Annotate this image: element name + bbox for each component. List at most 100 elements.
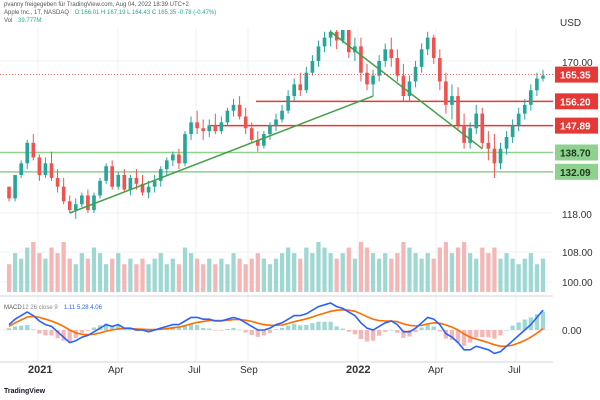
macd-histogram-bar — [91, 327, 97, 330]
time-label-2022: 2022 — [346, 364, 370, 376]
candle-body — [49, 163, 54, 178]
macd-histogram-bar — [449, 330, 455, 341]
candle-body — [146, 186, 151, 193]
candle-body — [425, 37, 430, 50]
macd-histogram-bar — [461, 330, 467, 346]
volume-bar — [158, 253, 163, 292]
macd-histogram-bar — [389, 330, 394, 331]
symbol-name: Apple Inc., 1T, NASDAQ — [4, 10, 70, 16]
volume-bar — [67, 258, 72, 292]
volume-bar — [225, 264, 230, 292]
candle-body — [237, 104, 242, 117]
volume-bar — [468, 253, 473, 292]
price-tick-118: 118.00 — [562, 210, 592, 221]
volume-bar — [516, 264, 521, 292]
macd-histogram-bar — [504, 330, 509, 331]
macd-histogram-bar — [219, 330, 224, 331]
macd-histogram-bar — [328, 321, 333, 330]
volume-bar — [413, 253, 418, 292]
volume-bar — [358, 242, 364, 292]
macd-histogram-bar — [340, 328, 345, 330]
volume-bar — [19, 258, 24, 292]
volume-bar — [310, 253, 315, 292]
candle-body — [140, 183, 145, 193]
candle-body — [407, 81, 412, 97]
macd-label: MACD — [4, 305, 22, 311]
grid — [0, 28, 553, 363]
volume-bar — [261, 258, 266, 292]
candle-body — [450, 96, 454, 105]
macd-histogram-bar — [358, 330, 364, 339]
volume-bar — [110, 258, 115, 292]
candle-body — [122, 175, 127, 190]
volume-bar — [522, 258, 527, 292]
candle-body — [43, 163, 48, 175]
macd-histogram-bar — [213, 330, 218, 331]
downtrend-line[interactable] — [330, 31, 483, 150]
macd-histogram-bar — [103, 323, 109, 330]
volume-bar — [443, 242, 449, 292]
candle-body — [298, 84, 303, 91]
macd-histogram-bar — [61, 330, 66, 341]
volume-bar — [79, 253, 84, 292]
candle-body — [195, 122, 199, 129]
last-price-box — [555, 66, 598, 83]
candle-body — [340, 30, 345, 41]
macd-histogram-bar — [540, 311, 546, 330]
volume-bar — [279, 253, 285, 292]
time-label-2021: 2021 — [28, 364, 52, 376]
macd-histogram-bar — [377, 330, 382, 336]
volume-bar — [122, 264, 127, 292]
volume-bar — [43, 258, 48, 292]
macd-histogram-bar — [67, 330, 72, 343]
macd-pane — [6, 302, 546, 355]
candle-body — [383, 49, 388, 61]
support-label-box-1 — [555, 163, 598, 180]
volume-bar — [352, 258, 357, 292]
macd-histogram-bar — [510, 325, 515, 330]
volume-bar — [370, 253, 376, 292]
candle-body — [152, 180, 157, 187]
macd-params: 12 26 close 9 — [22, 305, 58, 311]
volume-bar — [286, 247, 291, 292]
macd-histogram-bar — [407, 330, 412, 337]
volume-bar — [510, 258, 515, 292]
volume-bar — [504, 253, 509, 292]
macd-histogram-bar — [128, 329, 133, 331]
macd-histogram-bar — [346, 330, 351, 332]
candle-body — [371, 75, 375, 85]
macd-legend: MACD 12 26 close 9 1.11 5.28 4.06 — [4, 305, 103, 311]
macd-histogram-bar — [116, 325, 121, 330]
candle-body — [438, 58, 442, 82]
volume-bar — [25, 247, 30, 292]
candle-body — [255, 139, 260, 146]
volume-bar — [37, 253, 42, 292]
volume-bar — [6, 264, 12, 292]
uptrend-line[interactable] — [69, 95, 374, 214]
candle-body — [98, 180, 102, 196]
macd-histogram-bar — [55, 330, 60, 339]
candle-body — [444, 81, 448, 105]
volume-bar — [164, 264, 169, 292]
macd-histogram-bar — [474, 330, 479, 338]
support-label-1: 132.09 — [560, 168, 591, 179]
candle-body — [201, 128, 206, 132]
macd-histogram-bar — [395, 330, 400, 333]
candle-body — [31, 142, 36, 158]
volume-bar — [431, 258, 436, 292]
macd-histogram-bar — [73, 330, 78, 338]
currency-label: USD — [560, 18, 581, 29]
volume-bar — [243, 264, 248, 292]
volume-bar — [134, 264, 139, 292]
publisher-line: pvanny freigegeben für TradingView.com, … — [4, 2, 189, 8]
volume-bar — [534, 264, 540, 292]
macd-histogram-bar — [431, 326, 436, 330]
candle-body — [61, 186, 66, 202]
candle-body — [510, 125, 515, 137]
volume-bar — [267, 264, 273, 292]
candle-body — [19, 163, 23, 175]
macd-histogram-bar — [480, 330, 485, 338]
volume-bar — [316, 242, 321, 292]
